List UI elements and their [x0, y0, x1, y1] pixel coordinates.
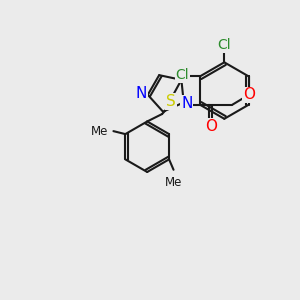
Text: O: O: [206, 118, 218, 134]
Text: Cl: Cl: [175, 68, 189, 82]
Text: Me: Me: [91, 124, 108, 138]
Text: N: N: [136, 86, 147, 101]
Text: O: O: [243, 87, 255, 102]
Text: Cl: Cl: [218, 38, 231, 52]
Text: Me: Me: [165, 176, 182, 189]
Text: S: S: [166, 94, 176, 109]
Text: N: N: [181, 96, 193, 111]
